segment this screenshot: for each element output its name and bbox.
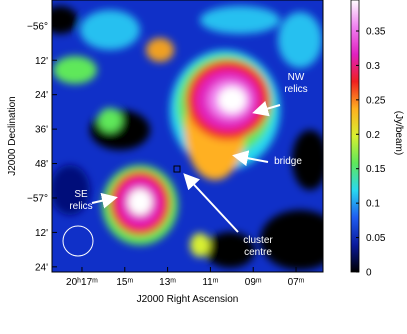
y-tick-label: 36' <box>35 125 48 136</box>
colorbar-tick-label: 0.25 <box>366 95 386 106</box>
annotation: bridge <box>274 156 302 167</box>
y-tick-label: 24' <box>35 90 48 101</box>
colorbar-label: (Jy/beam) <box>393 111 404 155</box>
colorbar-tick-label: 0 <box>366 268 372 279</box>
y-tick-label: 12' <box>35 56 48 67</box>
y-tick-label: −57° <box>27 193 48 204</box>
x-tick-label: 20ʰ17ᵐ <box>66 277 98 288</box>
x-tick-label: 15ᵐ <box>116 277 133 288</box>
y-tick-label: 48' <box>35 159 48 170</box>
x-tick-label: 13ᵐ <box>159 277 176 288</box>
annotation: relics <box>69 201 92 212</box>
colorbar <box>350 0 360 273</box>
annotation: centre <box>244 247 272 258</box>
x-axis-label: J2000 Right Ascension <box>137 294 239 305</box>
radio-map <box>52 0 323 272</box>
y-axis-label: J2000 Declination <box>7 96 18 176</box>
annotation: cluster <box>243 235 273 246</box>
y-tick-label: −56° <box>27 21 48 32</box>
colorbar-tick-label: 0.15 <box>366 164 386 175</box>
x-tick-label: 09ᵐ <box>245 277 262 288</box>
colorbar-tick-label: 0.3 <box>366 61 380 72</box>
x-tick-label: 07ᵐ <box>288 277 305 288</box>
colorbar-tick-label: 0.1 <box>366 199 380 210</box>
annotation: relics <box>284 84 307 95</box>
y-tick-label: 12' <box>35 228 48 239</box>
x-tick-label: 11ᵐ <box>202 277 218 288</box>
annotation: SE <box>74 189 88 200</box>
y-tick-label: 24' <box>35 262 48 273</box>
colorbar-tick-label: 0.35 <box>366 26 386 37</box>
annotation: NW <box>288 72 305 83</box>
colorbar-tick-label: 0.2 <box>366 130 380 141</box>
colorbar-tick-label: 0.05 <box>366 233 386 244</box>
